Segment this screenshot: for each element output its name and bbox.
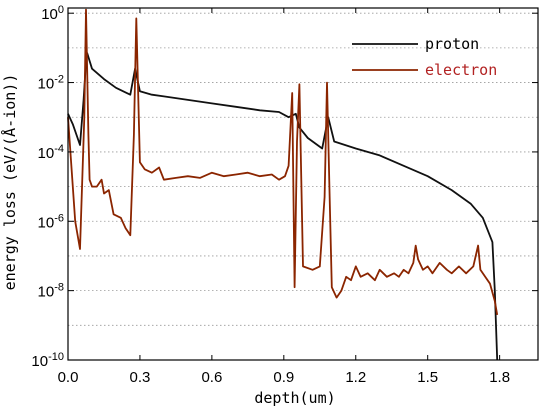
series-line-proton: [67, 52, 499, 361]
x-tick-label: 0.9: [273, 369, 294, 386]
plot-frame: [67, 7, 539, 361]
x-tick-label: 0.3: [130, 369, 151, 386]
y-tick-label: 100: [41, 4, 64, 23]
x-tick-label: 1.8: [489, 369, 510, 386]
x-tick-label: 1.2: [345, 369, 366, 386]
series-line-electron: [67, 8, 499, 316]
x-tick-label: 1.5: [417, 369, 438, 386]
y-tick-label: 10-6: [38, 212, 64, 231]
legend-label-electron: electron: [425, 61, 497, 79]
y-axis-title: energy loss (eV/(Å-ion)): [0, 74, 19, 291]
y-tick-label: 10-4: [38, 143, 64, 162]
legend: proton electron: [352, 35, 497, 79]
x-tick-label: 0.0: [58, 369, 79, 386]
x-tick-label: 0.6: [201, 369, 222, 386]
y-tick-label: 10-2: [38, 74, 64, 93]
series-layer: [67, 8, 499, 361]
legend-label-proton: proton: [425, 35, 479, 53]
y-tick-label: 10-8: [38, 282, 64, 301]
axis-ticks: 0.0 0.3 0.6 0.9 1.2 1.5 1.8 100 10-2 10-4 10-6 10-8…: [31, 4, 538, 386]
x-axis-title: depth(um): [254, 389, 335, 407]
y-tick-label: 10-10: [31, 351, 64, 370]
